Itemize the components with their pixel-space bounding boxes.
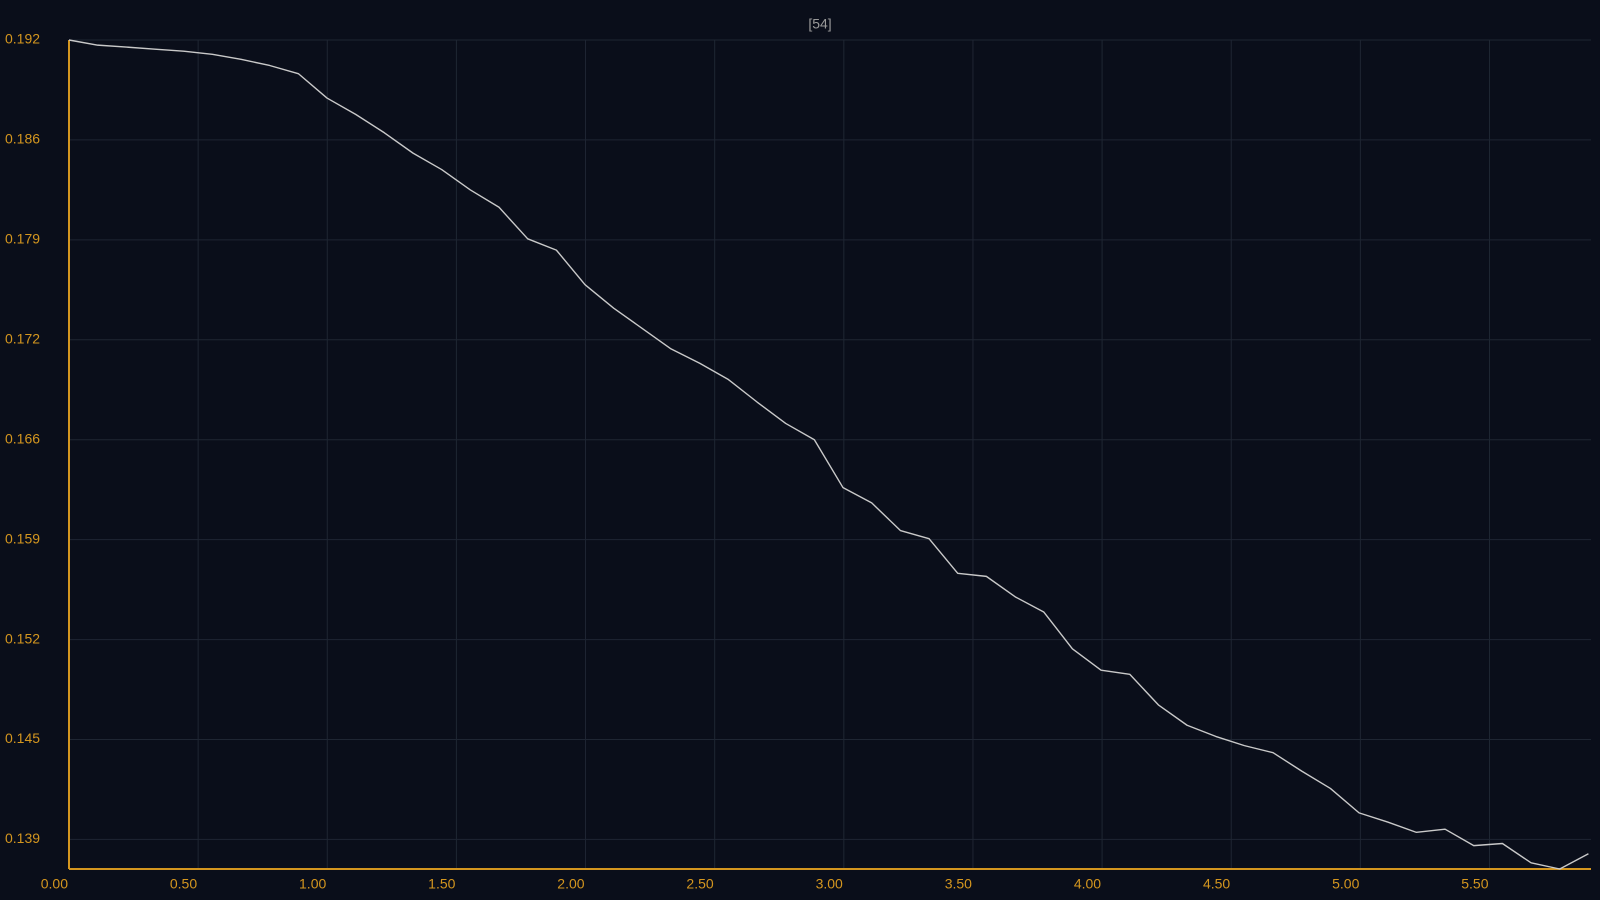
y-tick-label: 0.152: [5, 630, 40, 646]
x-tick-label: 4.50: [1203, 876, 1230, 892]
y-tick-label: 0.145: [5, 730, 40, 746]
data-line: [68, 39, 1589, 870]
x-tick-label: 1.00: [299, 876, 326, 892]
x-tick-label: 2.00: [557, 876, 584, 892]
x-tick-label: 3.00: [816, 876, 843, 892]
x-tick-label: 0.00: [41, 876, 68, 892]
y-tick-label: 0.186: [5, 131, 40, 147]
y-tick-label: 0.139: [5, 830, 40, 846]
y-tick-label: 0.179: [5, 231, 40, 247]
y-tick-label: 0.192: [5, 31, 40, 47]
y-tick-label: 0.159: [5, 530, 40, 546]
y-tick-label: 0.166: [5, 430, 40, 446]
x-tick-label: 0.50: [170, 876, 197, 892]
x-tick-label: 3.50: [945, 876, 972, 892]
x-tick-label: 5.00: [1332, 876, 1359, 892]
y-tick-label: 0.172: [5, 330, 40, 346]
x-tick-label: 4.00: [1074, 876, 1101, 892]
chart-title: [54]: [808, 16, 831, 32]
x-tick-label: 5.50: [1461, 876, 1488, 892]
x-tick-label: 1.50: [428, 876, 455, 892]
x-tick-label: 2.50: [686, 876, 713, 892]
